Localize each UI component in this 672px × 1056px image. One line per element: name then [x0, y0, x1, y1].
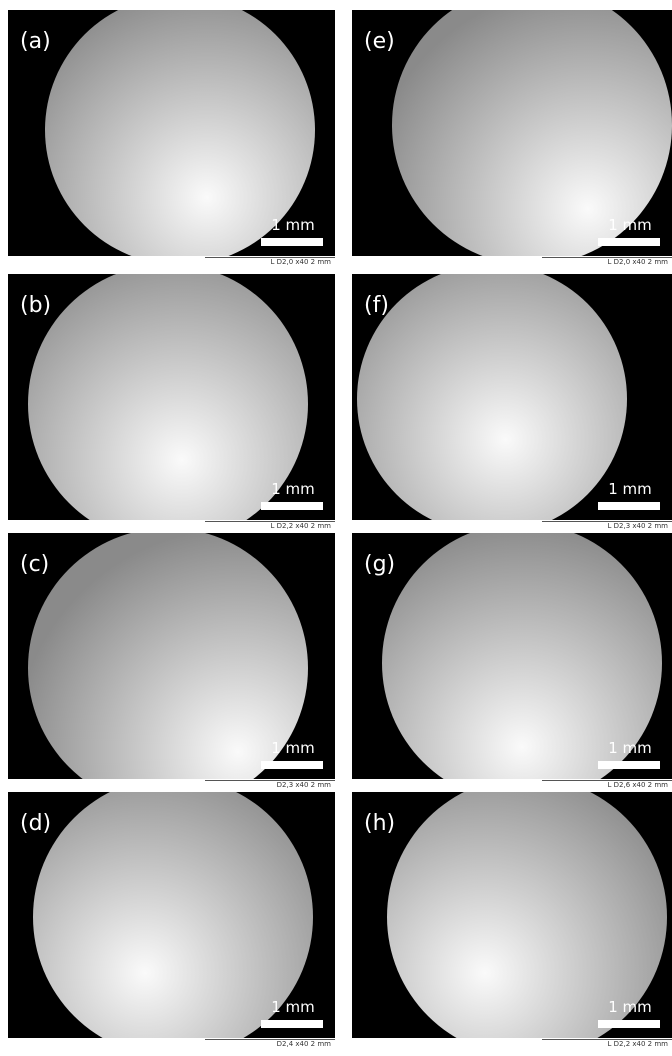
- panel-label: (c): [20, 552, 49, 577]
- micrograph: (e) 1 mm: [352, 10, 672, 256]
- footer-text: L D2,2 x40 2 mm: [542, 1039, 672, 1048]
- scale-bar: [261, 1020, 323, 1028]
- scale-label: 1 mm: [608, 739, 652, 757]
- panel-label: (b): [20, 293, 51, 318]
- scale-bar: [598, 502, 660, 510]
- footer-text: L D2,0 x40 2 mm: [205, 257, 335, 266]
- scale-bar: [261, 238, 323, 246]
- footer-text: L D2,2 x40 2 mm: [205, 521, 335, 530]
- scale-bar: [598, 1020, 660, 1028]
- figure: (a) 1 mm L D2,0 x40 2 mm (e) 1 mm L D2,0 x40 …: [0, 0, 672, 1056]
- panel-label: (e): [364, 29, 395, 54]
- micrograph: (c) 1 mm: [8, 533, 335, 779]
- micrograph: (d) 1 mm: [8, 792, 335, 1038]
- micrograph: (g) 1 mm: [352, 533, 672, 779]
- scale-bar: [598, 761, 660, 769]
- micrograph: (f) 1 mm: [352, 274, 672, 520]
- scale-label: 1 mm: [608, 480, 652, 498]
- scale-bar: [261, 761, 323, 769]
- scale-label: 1 mm: [271, 998, 315, 1016]
- sample-disc: [357, 274, 627, 520]
- panel-label: (g): [364, 552, 395, 577]
- panel-label: (d): [20, 811, 51, 836]
- micrograph: (a) 1 mm: [8, 10, 335, 256]
- footer-text: L D2,0 x40 2 mm: [542, 257, 672, 266]
- sample-disc: [28, 274, 308, 520]
- footer-text: L D2,3 x40 2 mm: [542, 521, 672, 530]
- scale-label: 1 mm: [271, 480, 315, 498]
- sample-disc: [28, 533, 308, 779]
- footer-text: D2,4 x40 2 mm: [205, 1039, 335, 1048]
- scale-label: 1 mm: [271, 216, 315, 234]
- scale-label: 1 mm: [608, 216, 652, 234]
- scale-label: 1 mm: [271, 739, 315, 757]
- footer-text: L D2,6 x40 2 mm: [542, 780, 672, 789]
- scale-bar: [598, 238, 660, 246]
- panel-label: (a): [20, 29, 51, 54]
- panel-label: (h): [364, 811, 395, 836]
- micrograph: (b) 1 mm: [8, 274, 335, 520]
- footer-text: D2,3 x40 2 mm: [205, 780, 335, 789]
- scale-label: 1 mm: [608, 998, 652, 1016]
- panel-label: (f): [364, 293, 389, 318]
- micrograph: (h) 1 mm: [352, 792, 672, 1038]
- scale-bar: [261, 502, 323, 510]
